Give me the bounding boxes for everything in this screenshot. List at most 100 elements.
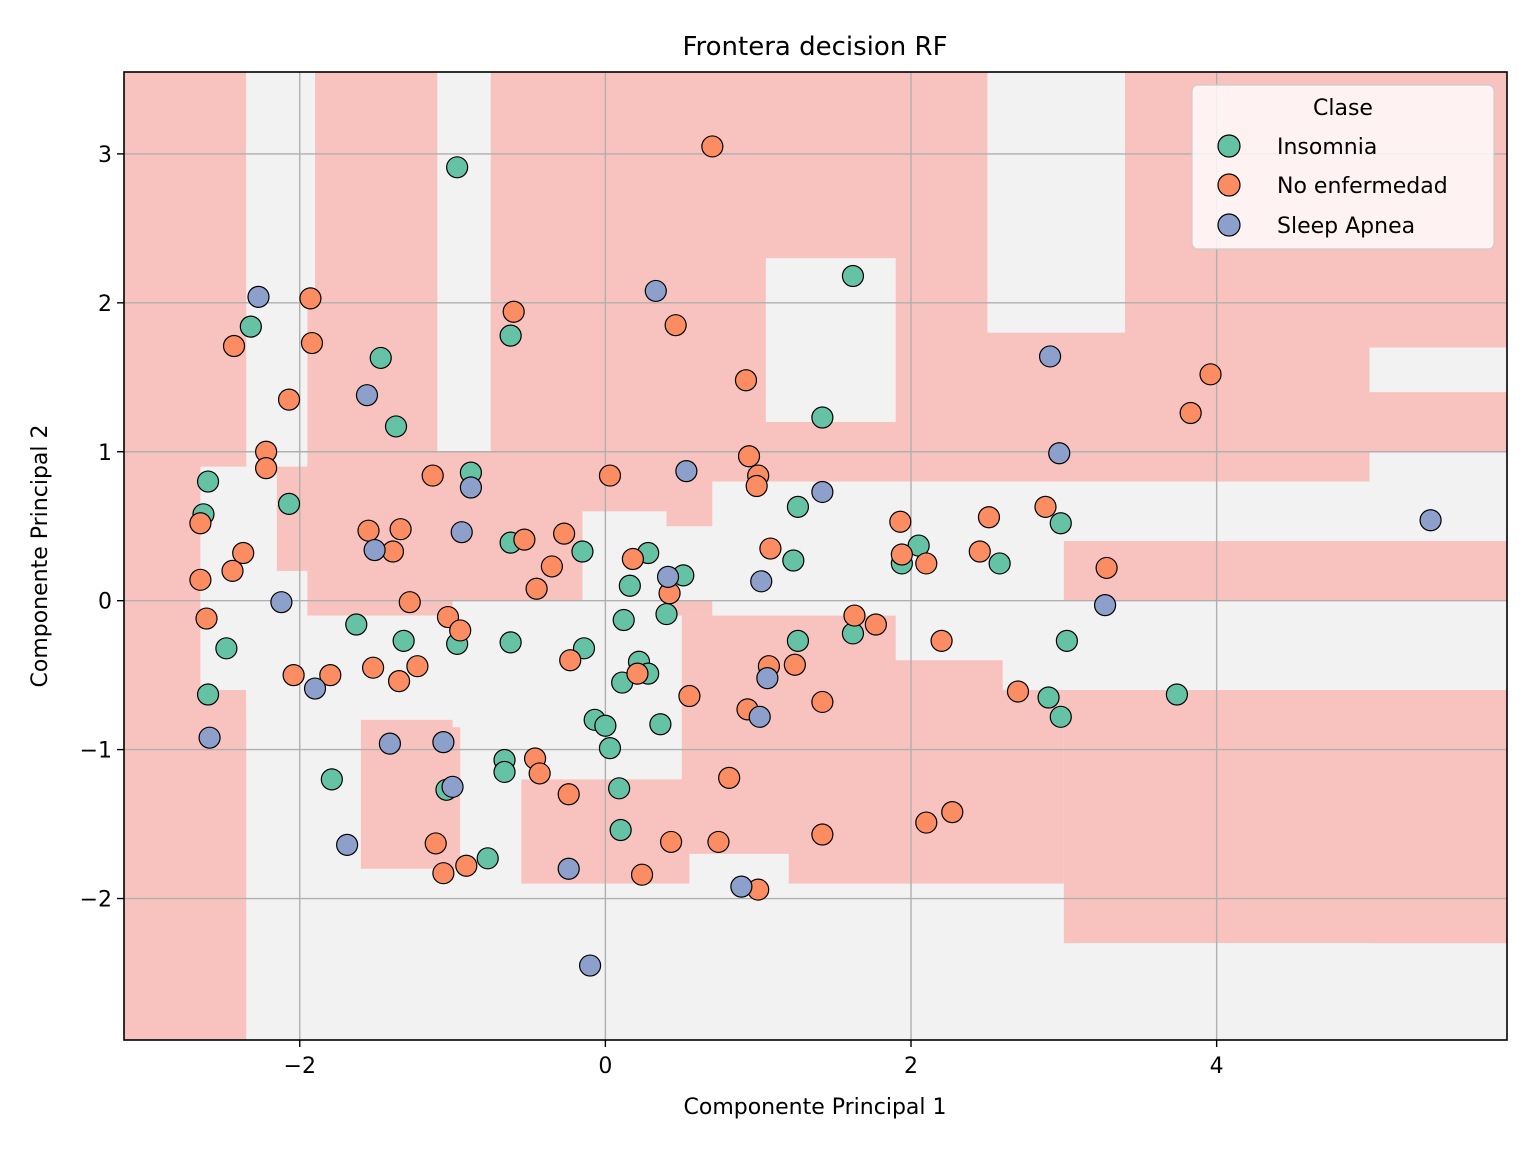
- point-insomnia: [392, 629, 415, 652]
- y-tick-label: 3: [98, 143, 112, 168]
- point-no-enfermedad: [300, 331, 324, 355]
- legend-marker-no-enfermedad: [1217, 173, 1241, 197]
- point-no-enfermedad: [387, 669, 411, 693]
- y-tick-label: −1: [80, 739, 112, 764]
- point-no-enfermedad: [889, 510, 912, 533]
- point-sleep-apnea: [748, 705, 771, 728]
- point-no-enfermedad: [189, 512, 212, 535]
- point-sleep-apnea: [675, 460, 698, 483]
- point-insomnia: [1055, 629, 1078, 652]
- region-other: [765, 258, 896, 422]
- y-tick-label: 1: [98, 441, 112, 466]
- legend: Clase Insomnia No enfermedad Sleep Apnea: [1191, 84, 1495, 250]
- y-axis-label: Componente Principal 2: [28, 425, 53, 688]
- point-insomnia: [345, 613, 368, 636]
- point-sleep-apnea: [270, 591, 293, 614]
- point-sleep-apnea: [198, 726, 221, 749]
- x-tick-label: 0: [598, 1054, 612, 1079]
- point-no-enfermedad: [222, 334, 246, 358]
- point-sleep-apnea: [459, 476, 482, 499]
- region-other: [246, 72, 316, 288]
- plot-frame: [123, 71, 1508, 1041]
- point-no-enfermedad: [941, 801, 964, 824]
- point-insomnia: [811, 406, 834, 429]
- point-insomnia: [612, 608, 635, 632]
- legend-marker-insomnia: [1217, 134, 1241, 158]
- point-no-enfermedad: [930, 629, 953, 652]
- point-insomnia: [476, 847, 499, 870]
- point-no-enfermedad: [528, 762, 551, 785]
- point-no-enfermedad: [745, 474, 768, 498]
- point-sleep-apnea: [730, 875, 753, 898]
- legend-label-no-enfermedad: No enfermedad: [1277, 174, 1448, 199]
- region-other: [1369, 347, 1507, 393]
- point-insomnia: [1049, 705, 1072, 728]
- legend-marker-sleep-apnea: [1217, 213, 1241, 237]
- y-tick-label: −2: [80, 888, 112, 913]
- point-no-enfermedad: [890, 543, 913, 566]
- point-no-enfermedad: [630, 863, 654, 886]
- region-other: [1002, 600, 1507, 691]
- point-insomnia: [571, 540, 594, 563]
- region-other: [559, 883, 690, 1040]
- point-no-enfermedad: [277, 388, 301, 411]
- point-insomnia: [782, 549, 805, 572]
- legend-box: [1191, 84, 1495, 250]
- point-sleep-apnea: [363, 538, 386, 562]
- point-sleep-apnea: [1038, 345, 1062, 368]
- point-sleep-apnea: [378, 732, 402, 755]
- point-insomnia: [1049, 512, 1072, 535]
- point-no-enfermedad: [540, 555, 563, 578]
- point-insomnia: [215, 637, 238, 660]
- point-no-enfermedad: [319, 664, 342, 687]
- point-no-enfermedad: [678, 684, 701, 708]
- point-insomnia: [649, 713, 672, 736]
- point-insomnia: [1165, 683, 1189, 706]
- x-axis-label: Componente Principal 1: [684, 1095, 947, 1120]
- point-sleep-apnea: [336, 833, 359, 857]
- point-insomnia: [499, 324, 522, 347]
- point-no-enfermedad: [664, 314, 687, 337]
- point-no-enfermedad: [406, 655, 429, 678]
- point-insomnia: [609, 818, 632, 842]
- x-tick-label: 4: [1210, 1054, 1224, 1079]
- point-no-enfermedad: [424, 832, 447, 855]
- point-no-enfermedad: [1199, 363, 1222, 386]
- point-no-enfermedad: [525, 577, 548, 600]
- point-sleep-apnea: [1419, 509, 1442, 532]
- point-no-enfermedad: [195, 607, 218, 630]
- point-sleep-apnea: [578, 954, 602, 977]
- point-no-enfermedad: [398, 591, 421, 614]
- point-no-enfermedad: [557, 783, 580, 806]
- point-insomnia: [655, 602, 678, 626]
- x-tick-label: 2: [904, 1054, 918, 1079]
- point-no-enfermedad: [282, 664, 305, 687]
- point-no-enfermedad: [553, 522, 576, 545]
- point-no-enfermedad: [783, 653, 806, 676]
- point-insomnia: [239, 315, 262, 338]
- axis-ticks: −2 0 2 4 −2 −1 0 1 2 3: [80, 143, 1224, 1079]
- point-sleep-apnea: [441, 775, 464, 798]
- point-no-enfermedad: [449, 619, 472, 642]
- point-no-enfermedad: [759, 537, 782, 560]
- point-insomnia: [277, 492, 301, 515]
- point-no-enfermedad: [915, 811, 938, 834]
- point-sleep-apnea: [750, 570, 773, 593]
- point-sleep-apnea: [450, 521, 473, 544]
- point-insomnia: [841, 264, 865, 288]
- point-insomnia: [499, 631, 522, 654]
- point-no-enfermedad: [513, 528, 536, 551]
- point-insomnia: [786, 495, 810, 518]
- point-no-enfermedad: [707, 830, 730, 854]
- point-no-enfermedad: [734, 369, 758, 392]
- chart-title: Frontera decision RF: [682, 32, 947, 62]
- x-tick-label: −2: [284, 1054, 316, 1079]
- region-other: [437, 72, 491, 452]
- point-no-enfermedad: [299, 287, 322, 310]
- point-no-enfermedad: [1179, 401, 1202, 425]
- point-sleep-apnea: [247, 285, 270, 308]
- point-no-enfermedad: [221, 559, 244, 582]
- point-no-enfermedad: [559, 649, 582, 672]
